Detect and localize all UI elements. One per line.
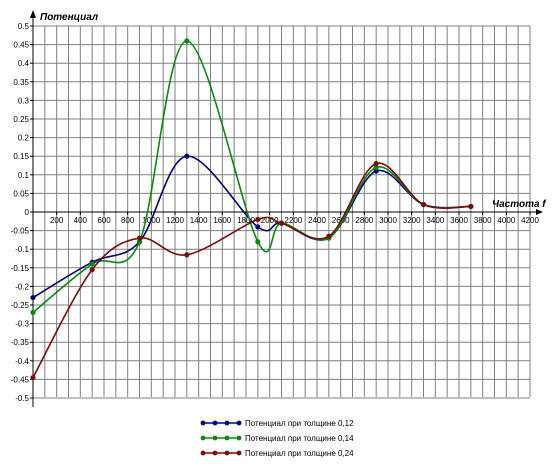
legend-marker bbox=[236, 420, 242, 426]
y-tick-label: 0.25 bbox=[13, 115, 29, 124]
x-tick-label: 2000 bbox=[261, 216, 279, 225]
series-line bbox=[32, 155, 471, 299]
legend-item: Потенциал при толщине 0,14 bbox=[200, 434, 354, 443]
data-point bbox=[30, 309, 36, 316]
legend-marker bbox=[200, 450, 206, 456]
x-tick-label: 2200 bbox=[284, 216, 302, 225]
x-tick-label: 1200 bbox=[166, 216, 184, 225]
x-tick-label: 800 bbox=[121, 216, 135, 225]
data-point bbox=[136, 235, 143, 241]
x-tick-label: 3800 bbox=[474, 216, 492, 225]
data-point bbox=[89, 267, 95, 273]
legend-marker bbox=[236, 450, 242, 456]
y-tick-label: -0.45 bbox=[11, 375, 30, 384]
legend-marker bbox=[224, 420, 230, 426]
y-tick-label: -0.35 bbox=[11, 338, 30, 347]
series-line bbox=[32, 162, 471, 378]
series-line bbox=[32, 40, 471, 314]
data-point bbox=[30, 374, 36, 381]
x-tick-label: 3600 bbox=[450, 216, 468, 225]
x-tick-label: 4200 bbox=[521, 216, 539, 225]
legend-marker bbox=[212, 450, 218, 456]
y-tick-label: -0.5 bbox=[15, 394, 29, 403]
legend-label: Потенциал при толщине 0,24 bbox=[245, 449, 354, 458]
data-point bbox=[326, 233, 332, 239]
y-tick-label: -0.05 bbox=[11, 227, 30, 236]
x-tick-label: 3200 bbox=[403, 216, 421, 225]
x-tick-label: 4000 bbox=[497, 216, 515, 225]
data-point bbox=[468, 203, 474, 210]
legend-marker bbox=[200, 420, 206, 426]
legend-item: Потенциал при толщине 0,24 bbox=[200, 449, 354, 458]
legend-marker bbox=[224, 435, 230, 441]
legend-marker bbox=[212, 435, 218, 441]
legend-marker bbox=[224, 450, 230, 456]
y-tick-labels: 0.5 0.45 0.4 0.35 0.3 0.25 0.2 0.15 0.1 0.05 0 -0.0… bbox=[11, 22, 30, 403]
data-point bbox=[255, 224, 261, 230]
data-point bbox=[184, 38, 190, 44]
y-tick-label: 0.35 bbox=[13, 78, 29, 87]
data-point bbox=[373, 164, 379, 170]
data-point bbox=[136, 239, 143, 245]
y-tick-label: 0.5 bbox=[18, 22, 30, 31]
legend-marker bbox=[200, 435, 206, 441]
series-group bbox=[30, 38, 474, 381]
data-point bbox=[89, 261, 95, 267]
y-axis-arrow bbox=[30, 10, 36, 18]
y-tick-label: 0.15 bbox=[13, 152, 29, 161]
y-tick-label: 0.05 bbox=[13, 189, 29, 198]
x-axis-label: Частота f bbox=[492, 199, 547, 210]
data-point bbox=[184, 252, 190, 258]
y-tick-label: 0.1 bbox=[18, 171, 30, 180]
y-axis-label: Потенциал bbox=[40, 12, 99, 23]
x-tick-label: 1400 bbox=[190, 216, 208, 225]
y-tick-label: -0.15 bbox=[11, 264, 30, 273]
y-tick-label: 0.3 bbox=[18, 96, 30, 105]
y-tick-label: 0 bbox=[25, 208, 30, 217]
x-tick-label: 400 bbox=[74, 216, 88, 225]
x-tick-labels: 200 400 600 800 1000 1200 1400 1600 1800 2000 2200… bbox=[50, 216, 539, 225]
axes bbox=[30, 10, 543, 407]
data-point bbox=[255, 239, 261, 245]
data-point bbox=[373, 168, 379, 174]
data-point bbox=[420, 201, 427, 208]
data-point bbox=[30, 294, 36, 301]
legend-item: Потенциал при толщине 0,12 bbox=[200, 419, 354, 428]
x-tick-label: 3400 bbox=[426, 216, 444, 225]
y-tick-label: -0.2 bbox=[15, 282, 29, 291]
data-point bbox=[184, 153, 190, 159]
x-axis-arrow bbox=[536, 209, 543, 215]
x-tick-label: 1600 bbox=[213, 216, 231, 225]
legend-marker bbox=[212, 420, 218, 426]
legend-label: Потенциал при толщине 0,12 bbox=[245, 419, 354, 428]
data-point bbox=[373, 161, 379, 167]
series-2 bbox=[30, 38, 474, 316]
data-point bbox=[278, 220, 285, 226]
legend-marker bbox=[236, 435, 242, 441]
x-tick-label: 600 bbox=[97, 216, 111, 225]
y-tick-label: -0.3 bbox=[15, 320, 29, 329]
series-3 bbox=[30, 161, 474, 381]
y-tick-label: -0.1 bbox=[15, 245, 29, 254]
x-tick-label: 2400 bbox=[308, 216, 326, 225]
y-tick-label: -0.4 bbox=[15, 357, 29, 366]
y-tick-label: -0.25 bbox=[11, 301, 30, 310]
legend-label: Потенциал при толщине 0,14 bbox=[245, 434, 354, 443]
x-tick-label: 200 bbox=[50, 216, 64, 225]
legend: Потенциал при толщине 0,12 Потенциал при … bbox=[200, 419, 354, 458]
x-tick-label: 2800 bbox=[355, 216, 373, 225]
y-tick-label: 0.45 bbox=[13, 41, 29, 50]
x-tick-label: 1800 bbox=[237, 216, 255, 225]
x-tick-label: 3000 bbox=[379, 216, 397, 225]
data-point bbox=[255, 216, 261, 223]
y-tick-label: 0.2 bbox=[18, 134, 30, 143]
y-tick-label: 0.4 bbox=[18, 59, 30, 68]
